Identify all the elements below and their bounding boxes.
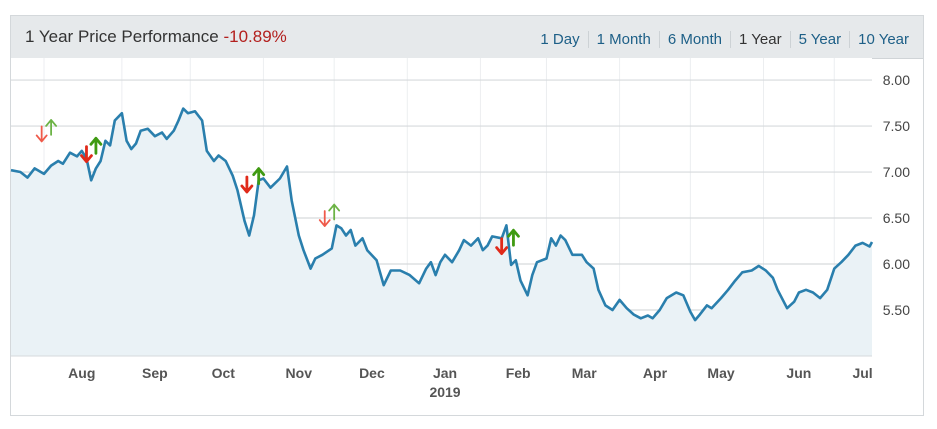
percent-change: -10.89% bbox=[223, 27, 287, 46]
y-tick-label: 7.00 bbox=[883, 164, 910, 180]
arrow-up-icon bbox=[252, 167, 266, 186]
y-tick-label: 8.00 bbox=[883, 72, 910, 88]
price-line bbox=[10, 107, 874, 322]
range-selector: 1 Day 1 Month 6 Month 1 Year 5 Year 10 Y… bbox=[532, 31, 917, 48]
x-tick-label: Jun bbox=[786, 365, 811, 381]
x-tick-label: Feb bbox=[506, 365, 531, 381]
arrow-down-icon bbox=[318, 210, 331, 227]
range-1-day[interactable]: 1 Day bbox=[540, 31, 580, 48]
arrow-down-icon bbox=[240, 175, 254, 194]
y-tick-label: 7.50 bbox=[883, 118, 910, 134]
arrow-down-icon bbox=[495, 237, 509, 256]
arrow-down-icon bbox=[35, 125, 48, 143]
range-1-month[interactable]: 1 Month bbox=[587, 31, 659, 48]
arrow-up-icon bbox=[328, 203, 341, 221]
arrow-up-icon bbox=[89, 136, 103, 155]
chart-title: 1 Year Price Performance -10.89% bbox=[25, 27, 287, 47]
x-tick-label: Jan bbox=[433, 365, 457, 381]
range-5-year[interactable]: 5 Year bbox=[789, 31, 850, 48]
arrow-down-icon bbox=[80, 145, 93, 164]
range-1-year[interactable]: 1 Year bbox=[730, 31, 790, 48]
y-tick-label: 6.00 bbox=[883, 256, 910, 272]
x-tick-label: Nov bbox=[286, 365, 313, 381]
range-6-month[interactable]: 6 Month bbox=[658, 31, 730, 48]
x-tick-label: May bbox=[707, 365, 734, 381]
range-10-year[interactable]: 10 Year bbox=[849, 31, 917, 48]
x-tick-label: Dec bbox=[359, 365, 385, 381]
y-tick-label: 6.50 bbox=[883, 210, 910, 226]
arrow-up-icon bbox=[45, 119, 58, 136]
x-tick-label: Mar bbox=[572, 365, 597, 381]
price-area bbox=[11, 108, 872, 356]
x-tick-label: Oct bbox=[212, 365, 236, 381]
x-tick-label: Aug bbox=[68, 365, 95, 381]
x-year-label: 2019 bbox=[429, 384, 460, 400]
y-tick-label: 5.50 bbox=[883, 302, 910, 318]
card-header: 1 Year Price Performance -10.89% 1 Day 1… bbox=[11, 16, 923, 59]
x-tick-label: Jul bbox=[852, 365, 872, 381]
x-tick-label: Apr bbox=[643, 365, 668, 381]
title-text: 1 Year Price Performance bbox=[25, 27, 219, 46]
arrow-up-icon bbox=[507, 228, 520, 247]
x-tick-label: Sep bbox=[142, 365, 168, 381]
